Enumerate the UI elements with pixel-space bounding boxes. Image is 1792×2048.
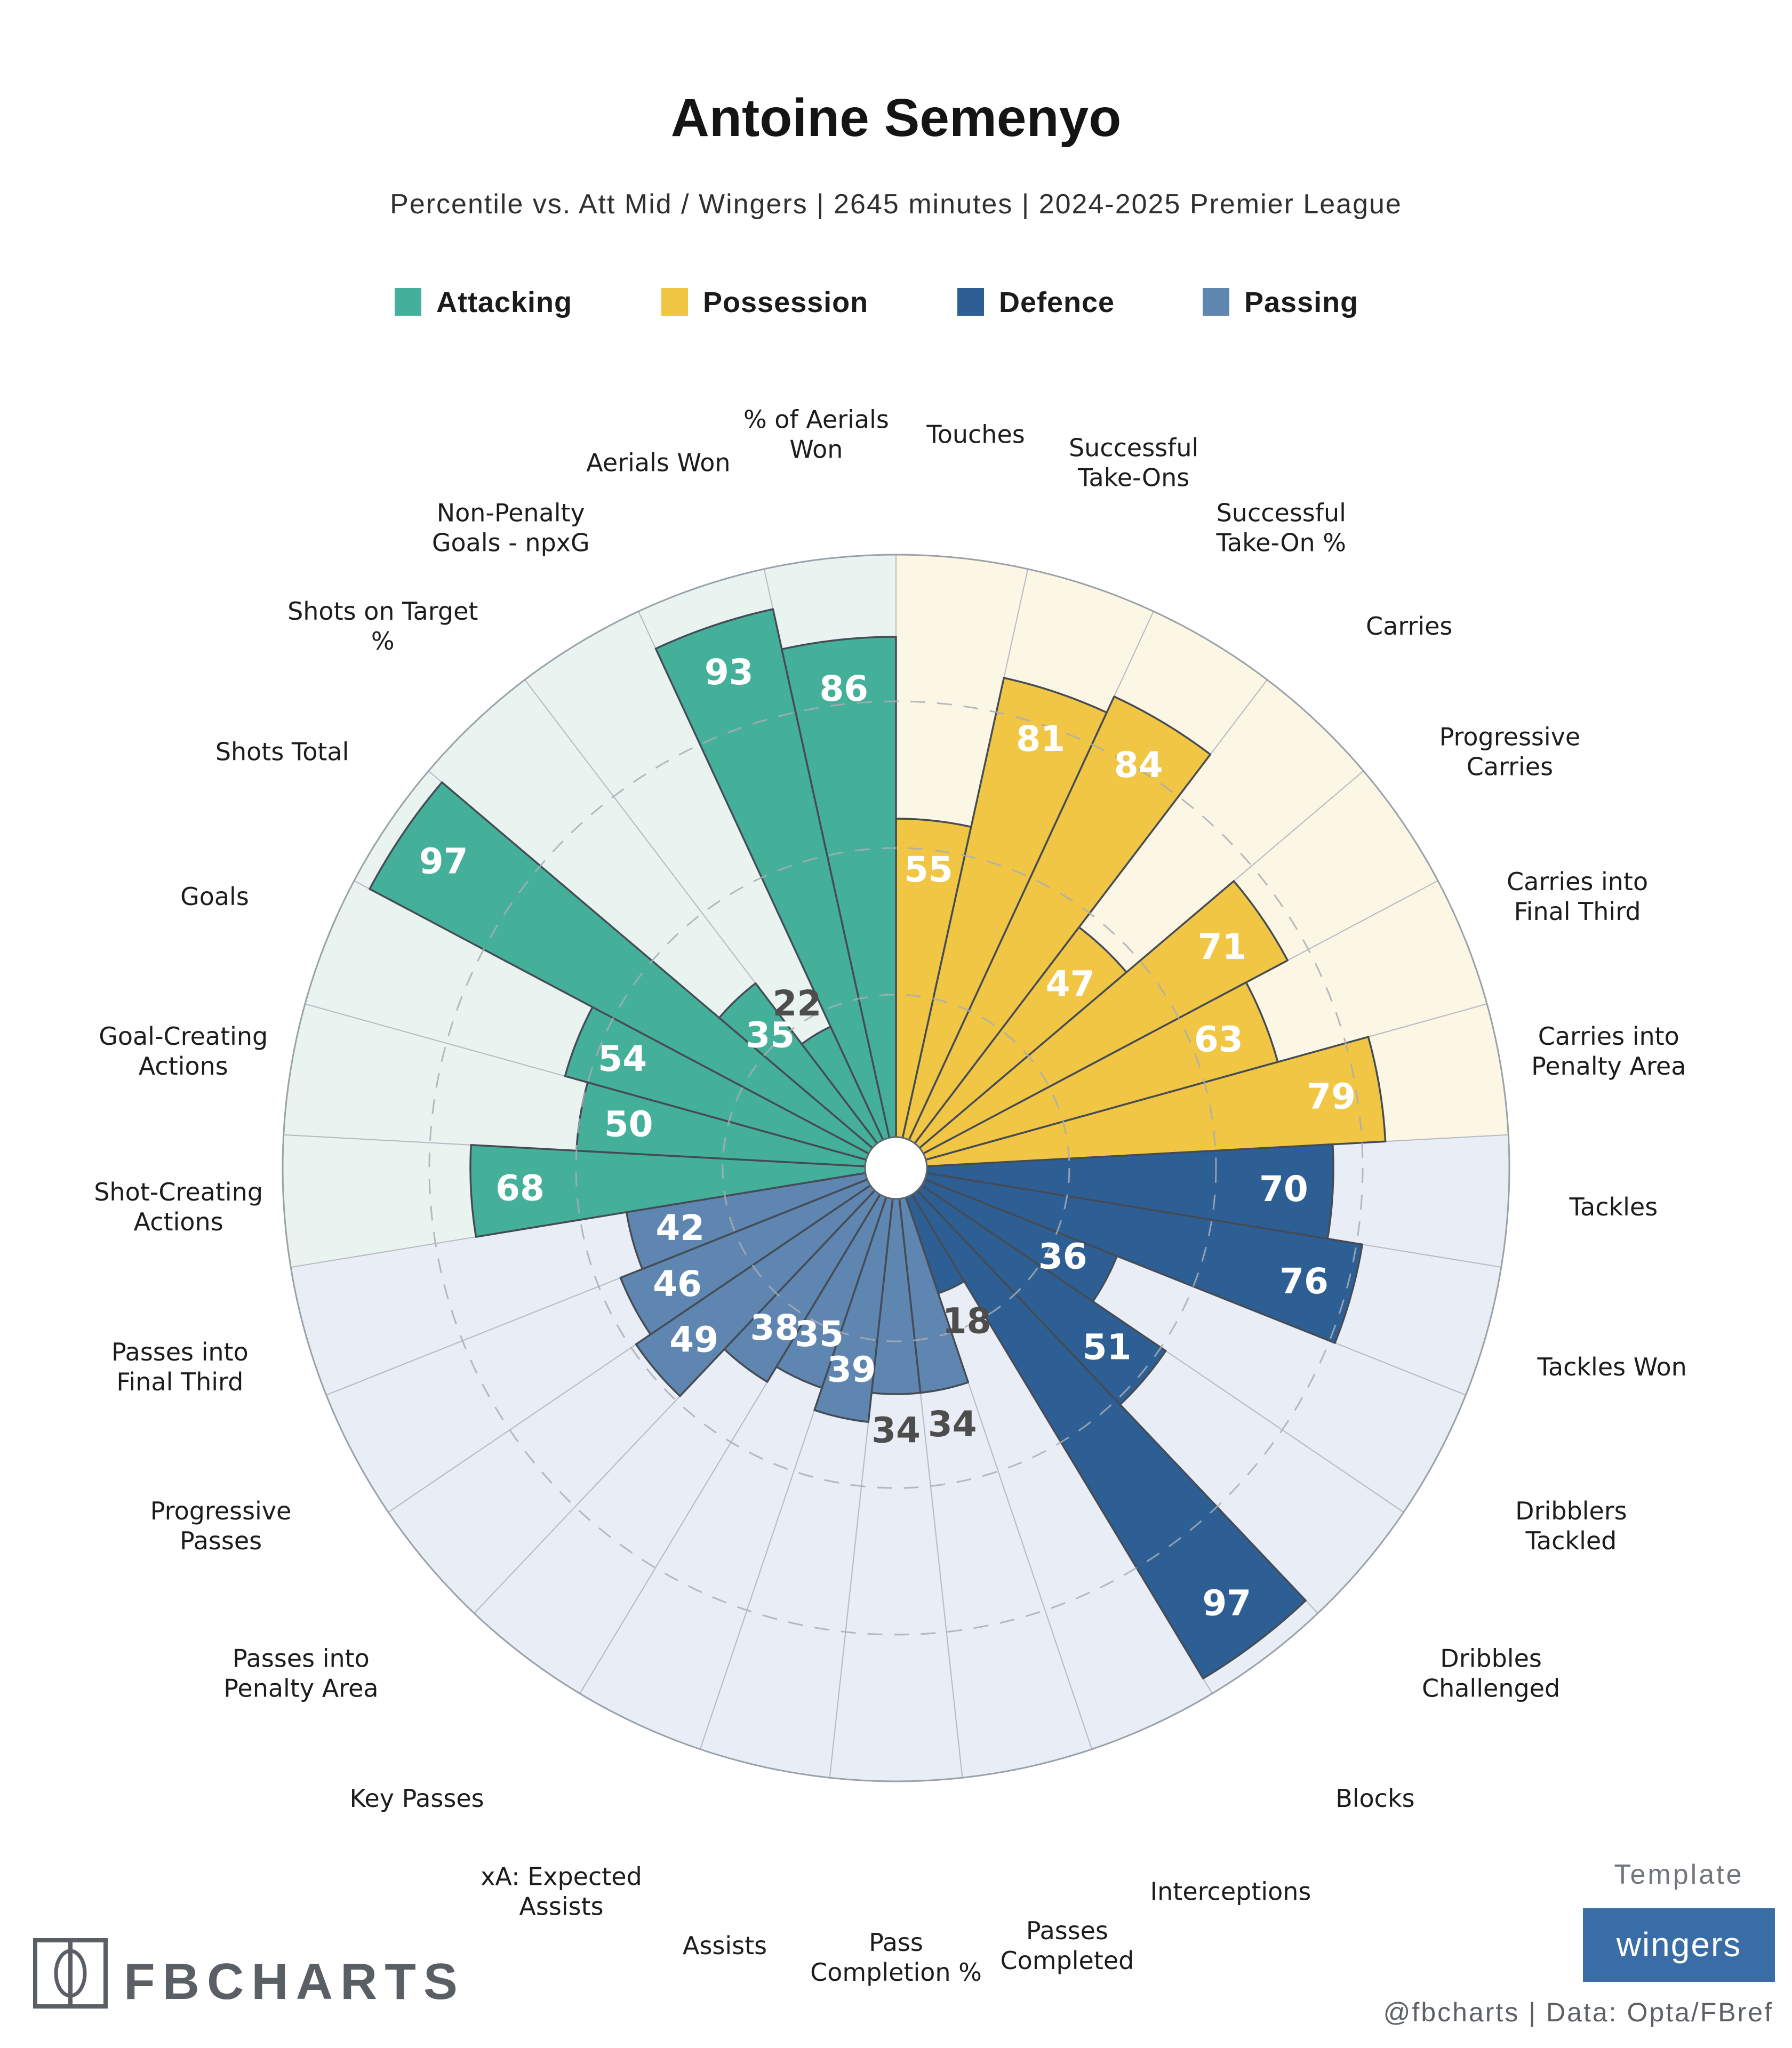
legend-item-attacking: Attacking: [395, 286, 572, 318]
stat-value-progressive-carries: 71: [1198, 926, 1247, 967]
template-label: Template: [1614, 1859, 1744, 1890]
legend-swatch-possession: [661, 288, 688, 316]
stat-label-passes-into-penalty-area: Passes into Penalty Area: [223, 1644, 378, 1703]
stat-value-successful-take-on: 84: [1114, 745, 1163, 786]
legend-label-attacking: Attacking: [436, 286, 572, 318]
stat-label-xa-expected-assists: xA: Expected Assists: [481, 1862, 642, 1921]
stat-value-dribbles-challenged: 51: [1083, 1326, 1132, 1367]
stat-value-aerials-won: 93: [705, 652, 754, 693]
legend: Attacking Possession Defence Passing: [395, 286, 1358, 318]
stat-value-blocks: 97: [1202, 1582, 1251, 1623]
stat-label-carries: Carries: [1366, 612, 1452, 641]
stat-label-goal-creating-actions: Goal-Creating Actions: [99, 1022, 268, 1081]
stat-label-assists: Assists: [683, 1931, 767, 1960]
stat-label-shots-on-target: Shots on Target%: [287, 597, 478, 655]
legend-swatch-defence: [957, 288, 984, 316]
stat-label-shot-creating-actions: Shot-Creating Actions: [94, 1178, 263, 1236]
template-badge: [1583, 1908, 1775, 1982]
pizza-plot-area: 5581844771637970763651971834343935384946…: [94, 405, 1687, 1987]
stat-label-successful-take-on: Successful Take-On %: [1215, 499, 1346, 557]
stat-label-successful-take-ons: Successful Take-Ons: [1069, 433, 1198, 492]
stat-value-passes-into-penalty-area: 49: [669, 1319, 718, 1360]
footer-credit: @fbcharts | Data: Opta/FBref: [1383, 1997, 1773, 2027]
page-title: Antoine Semenyo: [671, 88, 1122, 148]
stat-label-progressive-carries: Progressive Carries: [1439, 723, 1581, 781]
stat-label-non-penalty-goals-npxg: Non-Penalty Goals - npxG: [432, 499, 590, 557]
stat-label-goals: Goals: [180, 882, 249, 911]
legend-label-possession: Possession: [703, 286, 868, 318]
stat-label-tackles-won: Tackles Won: [1537, 1353, 1686, 1381]
page-subtitle: Percentile vs. Att Mid / Wingers | 2645 …: [390, 189, 1402, 220]
stat-value-pass-completion: 34: [871, 1410, 921, 1451]
stat-value-carries-into-penalty-area: 79: [1307, 1076, 1356, 1117]
legend-item-defence: Defence: [957, 286, 1115, 318]
stat-value-carries: 47: [1046, 964, 1095, 1005]
stat-label-aerials-won: Aerials Won: [586, 448, 730, 477]
stat-value-touches: 55: [904, 849, 953, 890]
stat-value-key-passes: 38: [750, 1307, 799, 1348]
center-hole: [864, 1136, 928, 1200]
stat-label-passes-into-final-third: Passes into Final Third: [111, 1338, 249, 1396]
stat-label-shots-total: Shots Total: [215, 738, 349, 766]
stat-label-carries-into-penalty-area: Carries into Penalty Area: [1531, 1022, 1686, 1081]
template-value: wingers: [1616, 1925, 1742, 1964]
legend-item-passing: Passing: [1203, 286, 1358, 318]
stat-value-goal-creating-actions: 50: [604, 1103, 653, 1145]
stat-label-progressive-passes: Progressive Passes: [150, 1497, 292, 1555]
legend-label-passing: Passing: [1244, 286, 1358, 318]
brand-logo: FBCHARTS: [33, 1938, 465, 2010]
stat-value-non-penalty-goals-npxg: 22: [772, 983, 821, 1024]
stat-label-pass-completion: Pass Completion %: [810, 1928, 982, 1987]
stat-value-carries-into-final-third: 63: [1194, 1019, 1243, 1060]
grid-rings: [428, 700, 1364, 1636]
stat-label-of-aerials-won: % of Aerials Won: [743, 405, 889, 464]
stat-value-tackles: 70: [1259, 1169, 1308, 1210]
stat-label-blocks: Blocks: [1335, 1784, 1414, 1813]
outer-ring: [282, 554, 1510, 1782]
stat-value-shot-creating-actions: 68: [495, 1168, 545, 1209]
ring-75: [428, 700, 1364, 1636]
stat-value-shots-on-target: 35: [746, 1014, 795, 1055]
stat-value-tackles-won: 76: [1279, 1261, 1329, 1302]
stat-labels: Touches Successful Take-Ons Successful Take-…: [94, 405, 1687, 1987]
legend-label-defence: Defence: [999, 286, 1115, 318]
stat-value-passes-completed: 34: [928, 1404, 977, 1445]
stat-label-passes-completed: Passes Completed: [1000, 1916, 1134, 1975]
stat-label-tackles: Tackles: [1569, 1193, 1658, 1221]
stat-label-interceptions: Interceptions: [1150, 1877, 1311, 1906]
ring-50: [575, 847, 1217, 1489]
stat-label-carries-into-final-third: Carries into Final Third: [1507, 867, 1648, 926]
stat-value-assists: 39: [827, 1349, 876, 1390]
stat-value-successful-take-ons: 81: [1016, 718, 1065, 759]
stat-value-interceptions: 18: [942, 1300, 991, 1341]
stat-value-goals: 54: [598, 1038, 647, 1079]
stat-value-of-aerials-won: 86: [819, 668, 868, 709]
ring-25: [722, 994, 1070, 1342]
stat-label-dribblers-tackled: Dribblers Tackled: [1515, 1497, 1627, 1555]
pitch-icon: [33, 1938, 108, 2009]
stat-label-dribbles-challenged: Dribbles Challenged: [1422, 1644, 1560, 1703]
value-wedges: [369, 608, 1387, 1679]
stat-value-shots-total: 97: [419, 841, 468, 882]
stat-value-dribblers-tackled: 36: [1038, 1236, 1087, 1277]
legend-swatch-attacking: [395, 288, 421, 316]
legend-swatch-passing: [1203, 288, 1229, 316]
brand-wordmark: FBCHARTS: [124, 1953, 465, 2010]
legend-item-possession: Possession: [661, 286, 868, 318]
stat-label-key-passes: Key Passes: [350, 1784, 484, 1813]
stat-value-progressive-passes: 46: [653, 1263, 702, 1305]
stat-value-xa-expected-assists: 35: [795, 1314, 844, 1355]
value-labels: 5581844771637970763651971834343935384946…: [419, 652, 1356, 1624]
stat-label-touches: Touches: [926, 420, 1025, 449]
stat-value-passes-into-final-third: 42: [655, 1207, 705, 1249]
